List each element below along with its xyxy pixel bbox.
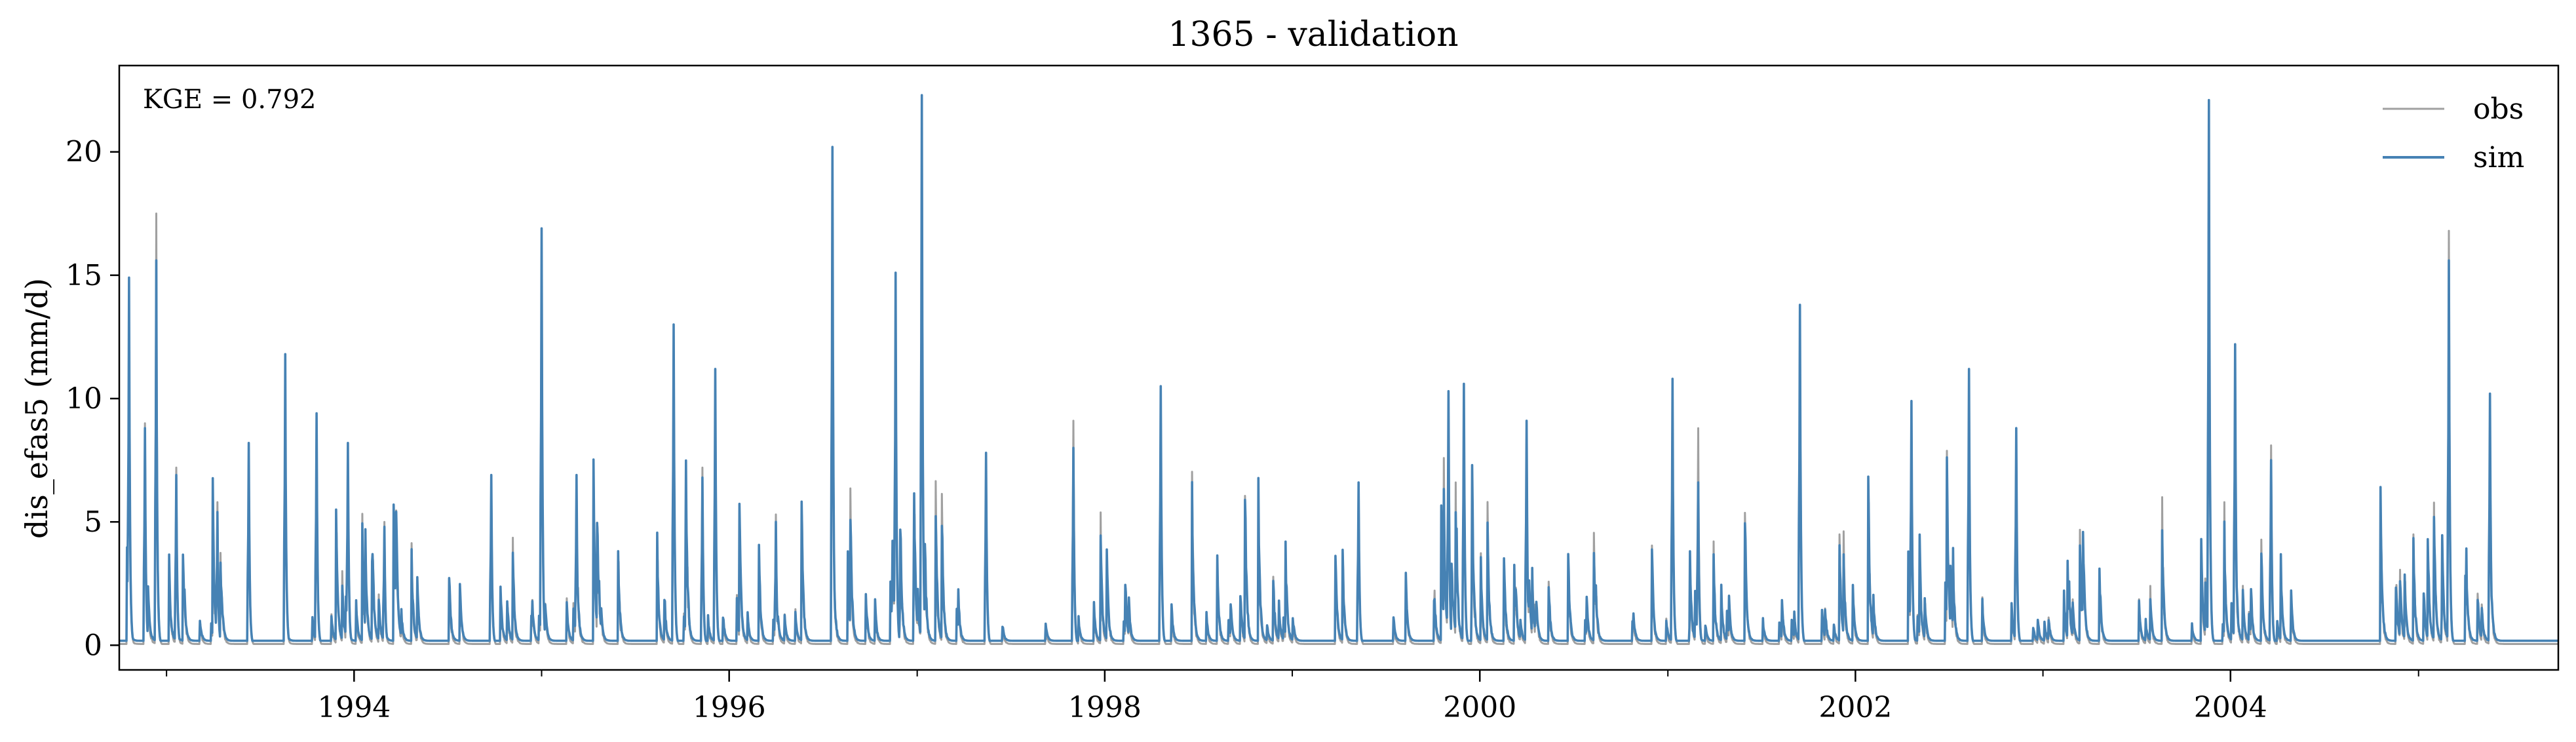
legend-label-obs: obs [2473, 92, 2524, 126]
legend-label-sim: sim [2473, 141, 2524, 174]
series-group [119, 94, 2559, 645]
plot-frame [118, 64, 2560, 671]
y-tick-label: 0 [84, 629, 102, 662]
chart-title: 1365 - validation [1168, 15, 1458, 54]
legend: obs sim [2383, 92, 2524, 174]
axes-group: 0 5 10 15 20 1994 1996 1998 2000 2002 2004 [66, 136, 2419, 724]
y-tick-label: 10 [66, 382, 102, 416]
series-line-sim [119, 94, 2559, 642]
x-tick-label: 2002 [1818, 691, 1892, 724]
series-line-obs [119, 101, 2559, 645]
x-tick-label: 2000 [1443, 691, 1516, 724]
y-tick-label: 20 [66, 136, 102, 169]
y-tick-label: 15 [66, 259, 102, 292]
y-tick-label: 5 [84, 505, 102, 539]
y-axis-label: dis_efas5 (mm/d) [19, 278, 54, 539]
x-tick-label: 1996 [693, 691, 766, 724]
kge-annotation: KGE = 0.792 [143, 85, 317, 115]
x-tick-label: 1994 [317, 691, 391, 724]
x-tick-label: 2004 [2194, 691, 2267, 724]
x-tick-label: 1998 [1068, 691, 1142, 724]
